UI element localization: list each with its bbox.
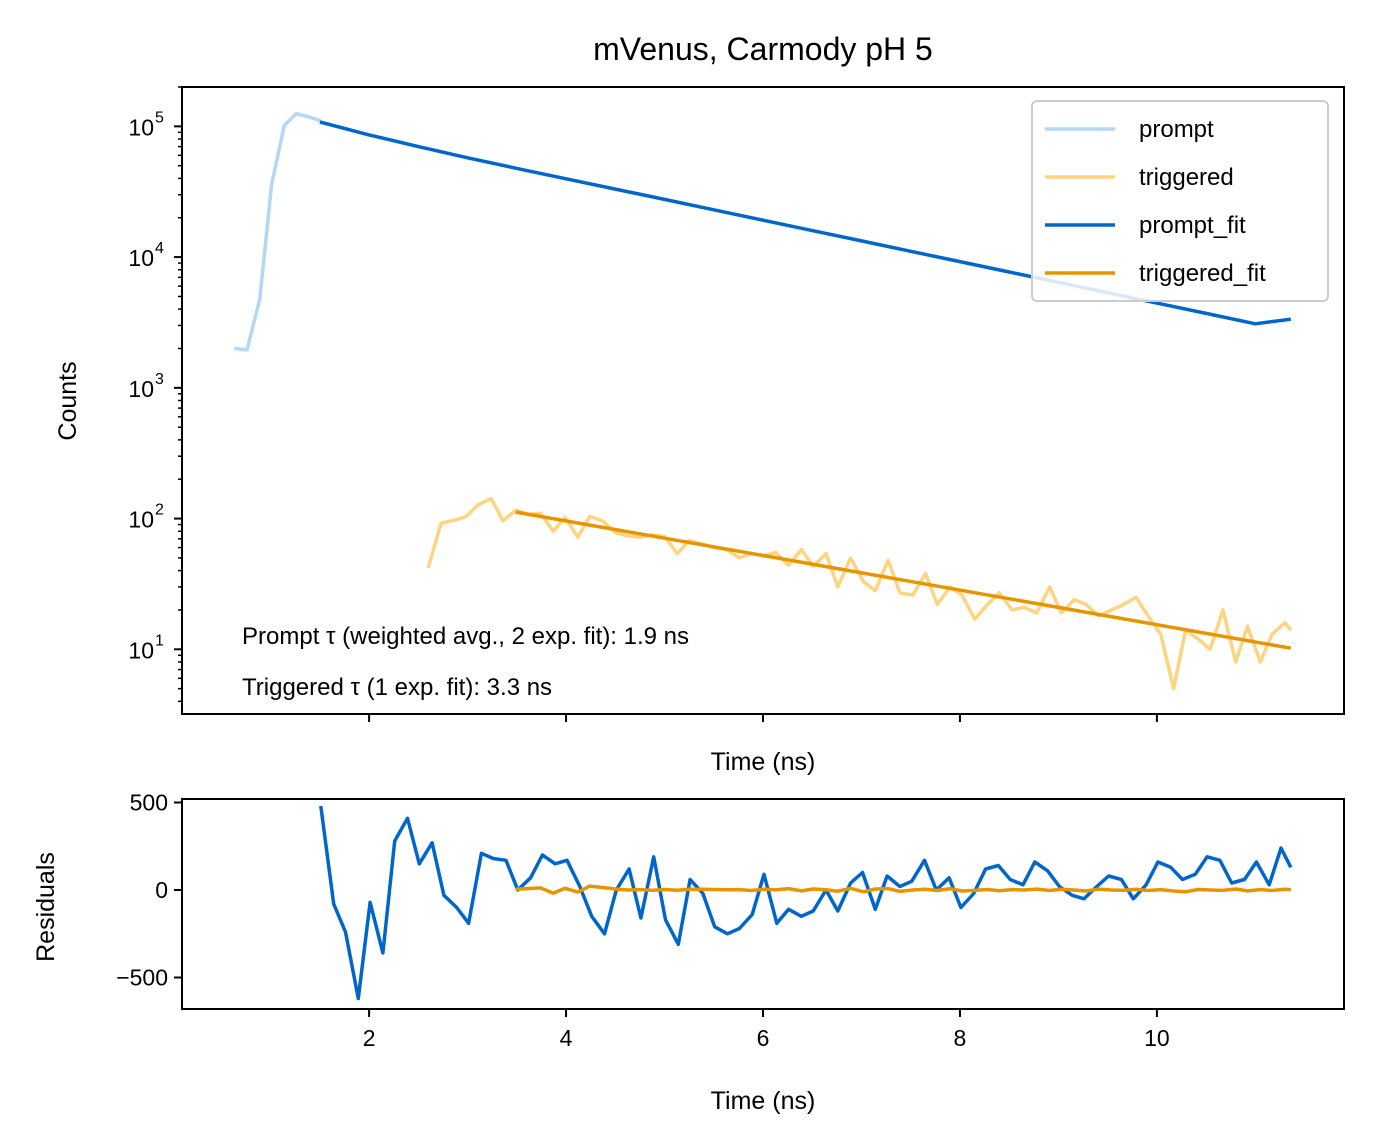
residuals-plot: 500 0 −500 2 4 6 8 10 Residuals Time (ns): [32, 790, 1345, 1115]
legend: prompt triggered prompt_fit triggered_fit: [1031, 100, 1329, 302]
residuals-x-ticks: 2 4 6 8 10: [363, 1009, 1170, 1051]
legend-label-prompt-fit: prompt_fit: [1139, 212, 1246, 239]
y-tick-label: 10: [128, 114, 154, 140]
legend-label-triggered-fit: triggered_fit: [1139, 260, 1266, 287]
legend-items: prompt triggered prompt_fit triggered_fit: [1045, 116, 1266, 287]
y-tick-exponent: 1: [155, 632, 164, 649]
res-y-tick-label: −500: [116, 965, 168, 991]
legend-label-prompt: prompt: [1139, 116, 1214, 143]
residuals-x-axis-label: Time (ns): [711, 1087, 816, 1115]
y-tick-exponent: 2: [155, 502, 164, 519]
res-x-tick-label: 6: [757, 1025, 770, 1051]
y-tick-label: 10: [128, 245, 154, 271]
series-line-triggered-fit: [515, 510, 1292, 650]
res-x-tick-label: 10: [1144, 1025, 1170, 1051]
y-tick-exponent: 4: [155, 240, 164, 257]
series-line-prompt: [234, 111, 322, 352]
res-y-tick-label: 0: [155, 877, 168, 903]
main-y-axis-label: Counts: [54, 361, 82, 440]
main-x-axis-label: Time (ns): [711, 748, 816, 776]
res-y-tick-label: 500: [130, 790, 168, 816]
res-x-tick-label: 8: [954, 1025, 967, 1051]
y-tick-exponent: 3: [155, 371, 164, 388]
y-tick-label: 10: [128, 637, 154, 663]
residuals-axes-frame: [181, 798, 1345, 1010]
residuals-y-ticks: 500 0 −500: [116, 790, 182, 991]
annotation-prompt-tau: Prompt τ (weighted avg., 2 exp. fit): 1.…: [242, 623, 689, 650]
series-line-triggered: [426, 496, 1293, 691]
res-x-tick-label: 4: [560, 1025, 573, 1051]
residual-line-prompt: [319, 805, 1293, 1001]
y-tick-label: 10: [128, 507, 154, 533]
legend-box: [1031, 100, 1329, 302]
legend-label-triggered: triggered: [1139, 164, 1234, 191]
y-tick-label: 10: [128, 376, 154, 402]
residual-line-triggered: [515, 884, 1291, 895]
y-tick-exponent: 5: [155, 109, 164, 126]
annotation-triggered-tau: Triggered τ (1 exp. fit): 3.3 ns: [242, 674, 552, 701]
residuals-series: [319, 805, 1293, 1001]
residuals-y-axis-label: Residuals: [32, 852, 60, 962]
chart-title: mVenus, Carmody pH 5: [593, 31, 933, 67]
main-series: [234, 111, 1293, 691]
main-x-ticks: [368, 714, 1158, 722]
res-x-tick-label: 2: [363, 1025, 376, 1051]
